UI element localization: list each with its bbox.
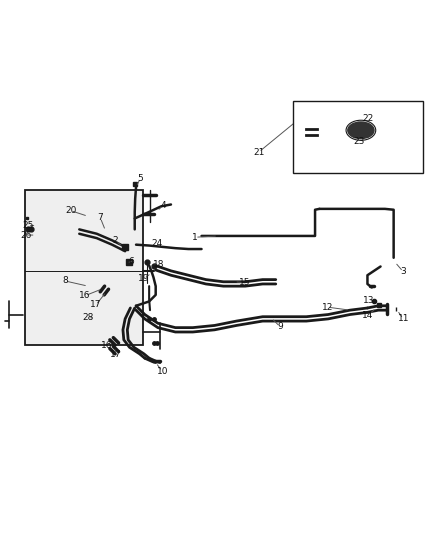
Text: 18: 18 bbox=[153, 260, 165, 269]
Text: 10: 10 bbox=[156, 367, 168, 376]
Text: 8: 8 bbox=[62, 277, 68, 285]
Text: 9: 9 bbox=[277, 322, 283, 331]
Text: 23: 23 bbox=[353, 136, 364, 146]
Text: 5: 5 bbox=[138, 174, 143, 183]
Text: 4: 4 bbox=[160, 201, 166, 210]
Text: 3: 3 bbox=[400, 267, 406, 276]
Text: 1: 1 bbox=[192, 233, 198, 242]
Text: 26: 26 bbox=[20, 231, 31, 239]
Text: 21: 21 bbox=[253, 148, 265, 157]
Text: 11: 11 bbox=[398, 314, 409, 324]
Text: 20: 20 bbox=[65, 206, 76, 215]
Text: 6: 6 bbox=[129, 257, 134, 266]
Text: 14: 14 bbox=[362, 311, 373, 320]
Text: 28: 28 bbox=[82, 313, 94, 322]
Text: 25: 25 bbox=[22, 221, 33, 230]
Text: 15: 15 bbox=[239, 278, 250, 287]
Ellipse shape bbox=[348, 122, 374, 139]
Bar bbox=[25, 190, 143, 345]
Text: 12: 12 bbox=[321, 303, 333, 312]
Text: 19: 19 bbox=[138, 274, 150, 283]
Text: 17: 17 bbox=[110, 350, 121, 359]
Text: 22: 22 bbox=[363, 115, 374, 124]
Text: 7: 7 bbox=[97, 213, 103, 222]
Text: 24: 24 bbox=[151, 239, 162, 248]
Text: 17: 17 bbox=[90, 301, 102, 310]
Text: 2: 2 bbox=[112, 236, 118, 245]
Text: 13: 13 bbox=[363, 296, 374, 305]
Text: 16: 16 bbox=[79, 291, 91, 300]
Text: 16: 16 bbox=[101, 342, 113, 351]
Bar bbox=[293, 101, 424, 173]
